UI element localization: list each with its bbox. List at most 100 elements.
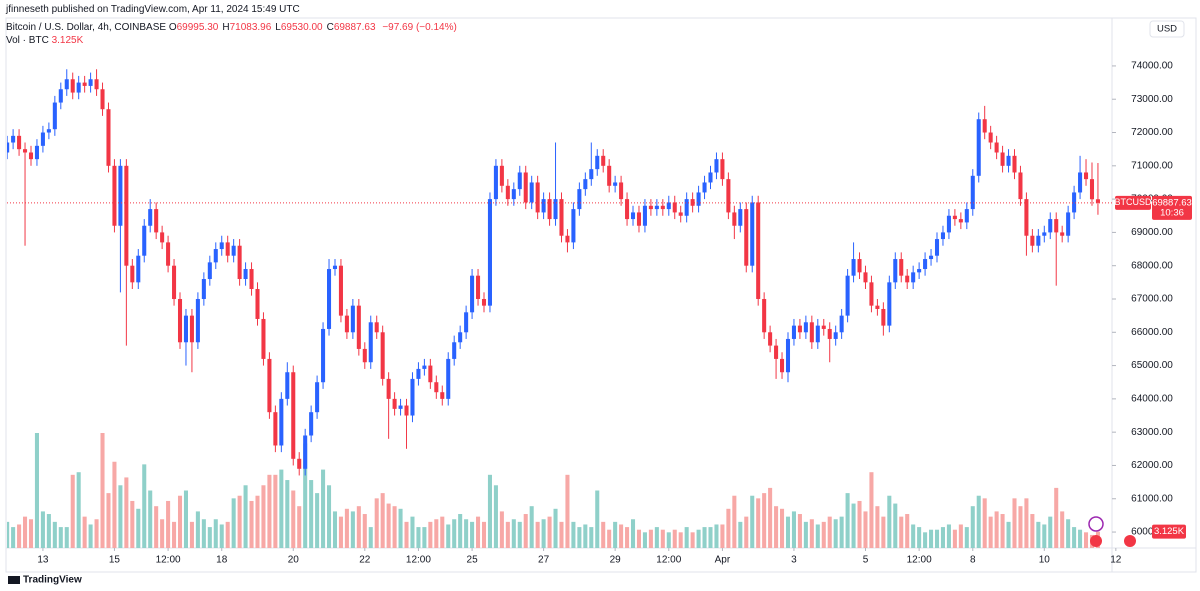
x-tick-label: 10 [1039, 555, 1051, 566]
volume-bar [946, 524, 951, 548]
candle-body [821, 325, 826, 329]
volume-bar [601, 521, 606, 548]
volume-bar [344, 508, 349, 548]
candle-body [356, 305, 361, 349]
ohlc-value: 69530.00 [280, 22, 323, 33]
volume-bar [76, 472, 81, 548]
y-tick-label: 71000.00 [1131, 160, 1173, 171]
volume-bar [261, 485, 266, 548]
volume-bar [362, 514, 367, 548]
volume-bar [1030, 514, 1035, 548]
candle-body [541, 199, 546, 213]
candle-body [547, 199, 552, 220]
candle-body [929, 255, 934, 260]
volume-bar [505, 521, 510, 548]
volume-bar [821, 521, 826, 548]
candle-body [23, 149, 28, 153]
candle-body [255, 289, 260, 319]
candle-body [46, 129, 51, 133]
volume-bar [535, 521, 540, 548]
candle-body [350, 305, 355, 333]
volume-bar [201, 519, 206, 548]
x-tick-label: 12 [1110, 555, 1122, 566]
candle-body [386, 378, 391, 399]
plot [7, 69, 1100, 548]
candle-body [565, 235, 570, 243]
volume-bar [875, 506, 880, 548]
candle-body [988, 132, 993, 143]
candle-body [785, 338, 791, 373]
volume-bar [780, 508, 785, 548]
volume-bar [172, 521, 177, 548]
volume-bar [291, 490, 296, 548]
volume-bar [124, 477, 129, 548]
candle-body [11, 135, 16, 143]
candle-body [225, 242, 230, 256]
candle-body [905, 275, 910, 283]
candle-body [726, 179, 731, 213]
candle-body [583, 179, 588, 190]
x-tick-label: 22 [359, 555, 371, 566]
countdown-label: 10:36 [1160, 207, 1184, 218]
candle-body [851, 259, 856, 276]
candle-body [893, 259, 898, 283]
candle-body [297, 458, 302, 469]
volume-bar [732, 495, 737, 548]
currency-box [1149, 20, 1185, 38]
volume-bar [523, 514, 528, 548]
candle-body [112, 165, 117, 226]
candle-body [678, 212, 683, 216]
volume-bar [815, 524, 820, 548]
volume-bar [756, 498, 761, 548]
volume-bar [82, 516, 87, 548]
candle-body [917, 269, 922, 273]
candle-body [124, 165, 129, 266]
candle-body [559, 199, 564, 236]
volume-bar [142, 464, 147, 548]
candle-body [136, 255, 141, 283]
volume-bar [160, 519, 165, 548]
volume-bar [464, 519, 469, 548]
candle-body [654, 205, 659, 210]
x-tick-label: 29 [610, 555, 622, 566]
candle-body [869, 282, 874, 306]
candle-body [338, 265, 343, 316]
volume-bar [249, 500, 254, 548]
volume-bar [416, 527, 421, 548]
candle-body [440, 392, 445, 399]
volume-bar [660, 529, 665, 548]
candle-body [666, 202, 671, 210]
change-label: −97.69 (−0.14%) [382, 22, 457, 33]
volume-bar [237, 495, 242, 548]
candle-body [231, 245, 236, 256]
candle-body [720, 159, 725, 180]
candle-body [428, 365, 433, 383]
volume-bar [297, 506, 302, 548]
candle-body [994, 142, 999, 153]
volume-bar [52, 521, 57, 548]
volume-bar [177, 495, 183, 548]
volume-bar [446, 524, 451, 548]
volume-bar [857, 500, 862, 548]
volume-tag [1152, 524, 1186, 539]
candle-body [64, 79, 69, 90]
candle-body [601, 155, 606, 166]
candle-body [1095, 199, 1100, 203]
volume-bar [148, 490, 153, 548]
candle-body [768, 332, 773, 346]
candle-body [243, 269, 248, 280]
candle-body [332, 265, 338, 270]
volume-bar [195, 511, 200, 548]
volume-bar [797, 514, 802, 548]
candle-body [422, 365, 427, 369]
candle-body [696, 192, 701, 206]
candle-body [17, 135, 22, 150]
candle-body [1054, 219, 1059, 233]
candle-body [958, 219, 963, 223]
candle-body [982, 119, 987, 133]
volume-bar [130, 500, 135, 548]
y-tick-label: 61000.00 [1131, 493, 1173, 504]
y-tick-label: 73000.00 [1131, 94, 1173, 105]
